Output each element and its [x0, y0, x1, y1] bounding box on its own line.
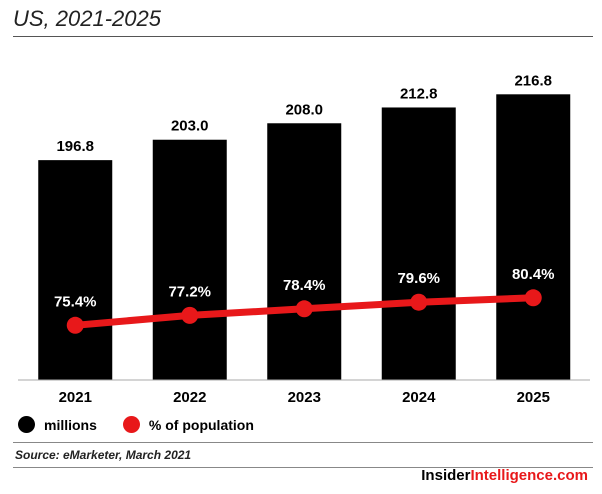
- legend-swatch-millions: [18, 416, 35, 433]
- legend-item-population: % of population: [122, 416, 254, 433]
- brand-part-insider: Insider: [421, 467, 471, 484]
- legend-divider: [13, 442, 593, 443]
- x-tick-label-2025: 2025: [517, 389, 550, 406]
- bar-2024: [381, 107, 456, 380]
- legend-item-millions: millions: [18, 416, 97, 433]
- population-label-2022: 77.2%: [168, 283, 211, 300]
- x-tick-label-2023: 2023: [288, 389, 321, 406]
- population-point-2024: [410, 293, 428, 311]
- legend: millions % of population: [18, 416, 280, 433]
- source-note: Source: eMarketer, March 2021: [15, 448, 192, 462]
- bar-2025: [496, 94, 571, 380]
- population-point-2021: [66, 316, 84, 334]
- bar-value-label-2023: 208.0: [285, 101, 323, 118]
- legend-label-millions: millions: [44, 416, 97, 433]
- chart-title: US, 2021-2025: [13, 6, 161, 31]
- population-label-2023: 78.4%: [283, 277, 326, 294]
- population-point-2025: [524, 289, 542, 307]
- x-tick-label-2022: 2022: [173, 389, 206, 406]
- bar-2021: [38, 160, 113, 380]
- footer-divider: [13, 467, 593, 468]
- population-label-2024: 79.6%: [397, 270, 440, 287]
- bar-2023: [267, 123, 342, 381]
- bar-value-label-2021: 196.8: [56, 138, 94, 155]
- bar-value-label-2024: 212.8: [400, 85, 438, 102]
- legend-label-population: % of population: [148, 416, 254, 433]
- population-label-2021: 75.4%: [54, 293, 97, 310]
- population-point-2023: [295, 300, 313, 318]
- brand-part-rest: Intelligence.com: [470, 467, 588, 484]
- bar-value-label-2025: 216.8: [514, 72, 552, 89]
- population-label-2025: 80.4%: [512, 266, 555, 283]
- chart: 196.8 2021 203.0 2022 208.0 2023 212.8 2024 216.…: [18, 72, 590, 406]
- x-tick-label-2021: 2021: [59, 389, 92, 406]
- x-tick-label-2024: 2024: [402, 389, 436, 406]
- title-divider: [13, 36, 593, 37]
- legend-swatch-population: [122, 416, 140, 433]
- brand-logo-text: InsiderIntelligence.com: [421, 467, 588, 484]
- bar-value-label-2022: 203.0: [171, 118, 209, 135]
- bar-2022: [152, 139, 227, 380]
- population-point-2022: [181, 306, 199, 324]
